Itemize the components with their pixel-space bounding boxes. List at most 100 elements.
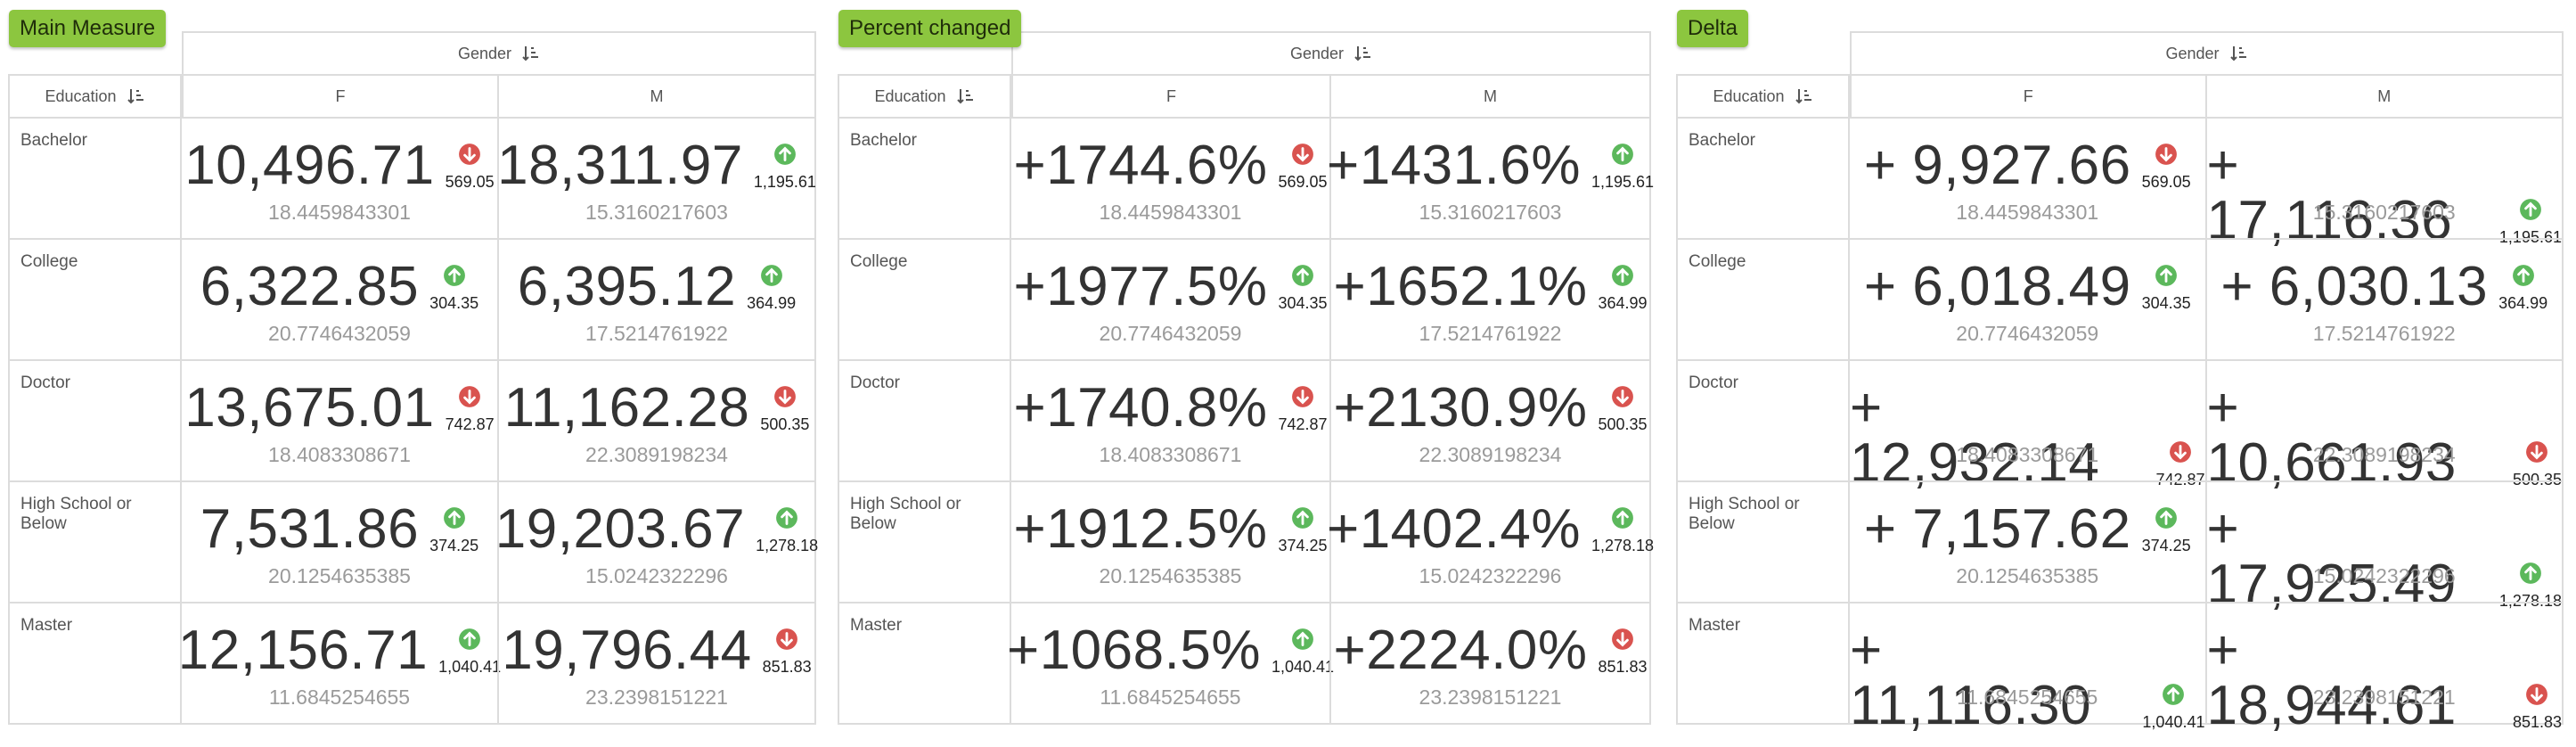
kpi-change-value: 304.35 xyxy=(429,294,479,312)
kpi-change: 1,195.61 xyxy=(2499,198,2562,247)
kpi-secondary: 20.7746432059 xyxy=(1099,322,1242,345)
row-label: Master xyxy=(8,602,182,725)
kpi-change-value: 374.25 xyxy=(1278,537,1328,554)
kpi-change-value: 1,278.18 xyxy=(1591,537,1655,554)
row-label: Bachelor xyxy=(8,117,182,240)
kpi-main: + 11,116.30 1,040.41 xyxy=(1850,623,2205,734)
kpi-secondary: 20.7746432059 xyxy=(268,322,411,345)
kpi-change: 742.87 xyxy=(446,385,495,434)
panel-badge: Percent changed xyxy=(838,10,1022,47)
trend-down-icon xyxy=(773,385,797,408)
trend-up-icon xyxy=(1611,506,1634,529)
kpi-change: 304.35 xyxy=(1278,264,1328,313)
kpi-change-value: 364.99 xyxy=(2498,294,2548,312)
kpi-change-value: 374.25 xyxy=(429,537,479,554)
kpi-value: +1431.6% xyxy=(1326,135,1581,196)
kpi-cell: +1912.5% 374.25 20.1254635385 xyxy=(1010,480,1331,603)
kpi-value: 19,203.67 xyxy=(495,498,746,560)
column-header: Gender xyxy=(1011,31,1651,76)
row-label: High School or Below xyxy=(8,480,182,603)
trend-down-icon xyxy=(1611,385,1634,408)
kpi-change-value: 569.05 xyxy=(2141,173,2191,191)
sort-button[interactable] xyxy=(1344,45,1372,62)
kpi-change-value: 1,040.41 xyxy=(2142,713,2205,731)
kpi-value: 19,796.44 xyxy=(502,620,752,681)
kpi-cell: + 12,932.14 742.87 18.4083308671 xyxy=(1848,359,2207,491)
kpi-secondary: 11.6845254655 xyxy=(268,685,411,709)
sort-button[interactable] xyxy=(2220,45,2248,62)
trend-up-icon xyxy=(1291,628,1314,651)
trend-up-icon xyxy=(443,506,466,529)
sort-button[interactable] xyxy=(117,87,145,105)
kpi-change-value: 742.87 xyxy=(445,415,495,433)
kpi-cell: + 11,116.30 1,040.41 11.6845254655 xyxy=(1848,602,2207,734)
kpi-cell: 18,311.97 1,195.61 15.3160217603 xyxy=(497,117,816,240)
trend-down-icon xyxy=(2525,683,2548,706)
sort-icon[interactable] xyxy=(1354,45,1372,62)
kpi-main: +2130.9% 500.35 xyxy=(1331,381,1649,436)
trend-up-icon xyxy=(773,143,797,166)
kpi-value: 7,531.86 xyxy=(200,498,420,560)
trend-up-icon xyxy=(2155,506,2178,529)
kpi-secondary: 20.1254635385 xyxy=(1099,564,1242,587)
sort-icon[interactable] xyxy=(1795,87,1813,105)
kpi-main: +1652.1% 364.99 xyxy=(1331,259,1649,315)
kpi-change-value: 374.25 xyxy=(2141,537,2191,554)
kpi-change-value: 364.99 xyxy=(747,294,797,312)
sort-icon[interactable] xyxy=(522,45,540,62)
kpi-cell: 19,796.44 851.83 23.2398151221 xyxy=(497,602,816,725)
kpi-value: +1402.4% xyxy=(1326,498,1581,560)
row-label: Master xyxy=(1676,602,1850,725)
sort-icon[interactable] xyxy=(956,87,975,105)
kpi-change: 500.35 xyxy=(1598,385,1648,434)
kpi-value: +2224.0% xyxy=(1333,620,1588,681)
kpi-value: 6,322.85 xyxy=(200,256,420,317)
kpi-cell: +1402.4% 1,278.18 15.0242322296 xyxy=(1326,480,1655,603)
row-header-label: Education xyxy=(874,86,946,105)
kpi-change: 1,278.18 xyxy=(756,506,818,555)
kpi-value: + 18,944.61 xyxy=(2206,620,2457,736)
trend-down-icon xyxy=(458,143,481,166)
kpi-main: 12,156.71 1,040.41 xyxy=(178,623,501,678)
sort-icon[interactable] xyxy=(127,87,145,105)
kpi-cell: + 6,030.13 364.99 17.5214761922 xyxy=(2204,238,2564,361)
kpi-main: 6,322.85 304.35 xyxy=(182,259,497,315)
kpi-value: + 9,927.66 xyxy=(1863,135,2131,196)
kpi-change-value: 1,195.61 xyxy=(1591,173,1655,191)
kpi-change: 1,040.41 xyxy=(1272,628,1334,677)
trend-up-icon xyxy=(1291,264,1314,287)
trend-up-icon xyxy=(2162,683,2185,706)
kpi-secondary: 15.3160217603 xyxy=(2312,201,2456,224)
row-label: College xyxy=(838,238,1011,361)
sort-button[interactable] xyxy=(511,45,540,62)
trend-up-icon xyxy=(775,506,798,529)
kpi-value: +1977.5% xyxy=(1013,256,1268,317)
kpi-change-value: 1,278.18 xyxy=(756,537,819,554)
sort-button[interactable] xyxy=(946,87,975,105)
kpi-main: 6,395.12 364.99 xyxy=(499,259,814,315)
kpi-main: 18,311.97 1,195.61 xyxy=(497,135,816,196)
kpi-change-value: 1,040.41 xyxy=(1271,658,1335,676)
kpi-main: +1068.5% 1,040.41 xyxy=(1007,623,1334,678)
sort-icon[interactable] xyxy=(2229,45,2248,62)
kpi-change-value: 1,278.18 xyxy=(2498,592,2562,610)
kpi-value: + 12,932.14 xyxy=(1850,377,2100,494)
kpi-change-value: 500.35 xyxy=(1598,415,1648,433)
kpi-change-value: 1,040.41 xyxy=(438,658,502,676)
kpi-main: + 10,661.93 500.35 xyxy=(2207,381,2563,491)
trend-up-icon xyxy=(458,628,481,651)
row-header: Education xyxy=(8,74,182,119)
row-label: College xyxy=(8,238,182,361)
kpi-secondary: 18.4083308671 xyxy=(268,443,411,466)
kpi-change-value: 851.83 xyxy=(762,658,812,676)
kpi-change: 304.35 xyxy=(2142,264,2191,313)
kpi-secondary: 15.0242322296 xyxy=(2312,564,2456,587)
trend-down-icon xyxy=(1291,385,1314,408)
row-label: Doctor xyxy=(838,359,1011,482)
kpi-change-value: 304.35 xyxy=(1278,294,1328,312)
kpi-change-value: 742.87 xyxy=(2155,471,2205,488)
kpi-value: 18,311.97 xyxy=(497,135,743,196)
sort-button[interactable] xyxy=(1785,87,1813,105)
kpi-value: 12,156.71 xyxy=(177,620,429,681)
kpi-change: 742.87 xyxy=(2155,440,2205,489)
